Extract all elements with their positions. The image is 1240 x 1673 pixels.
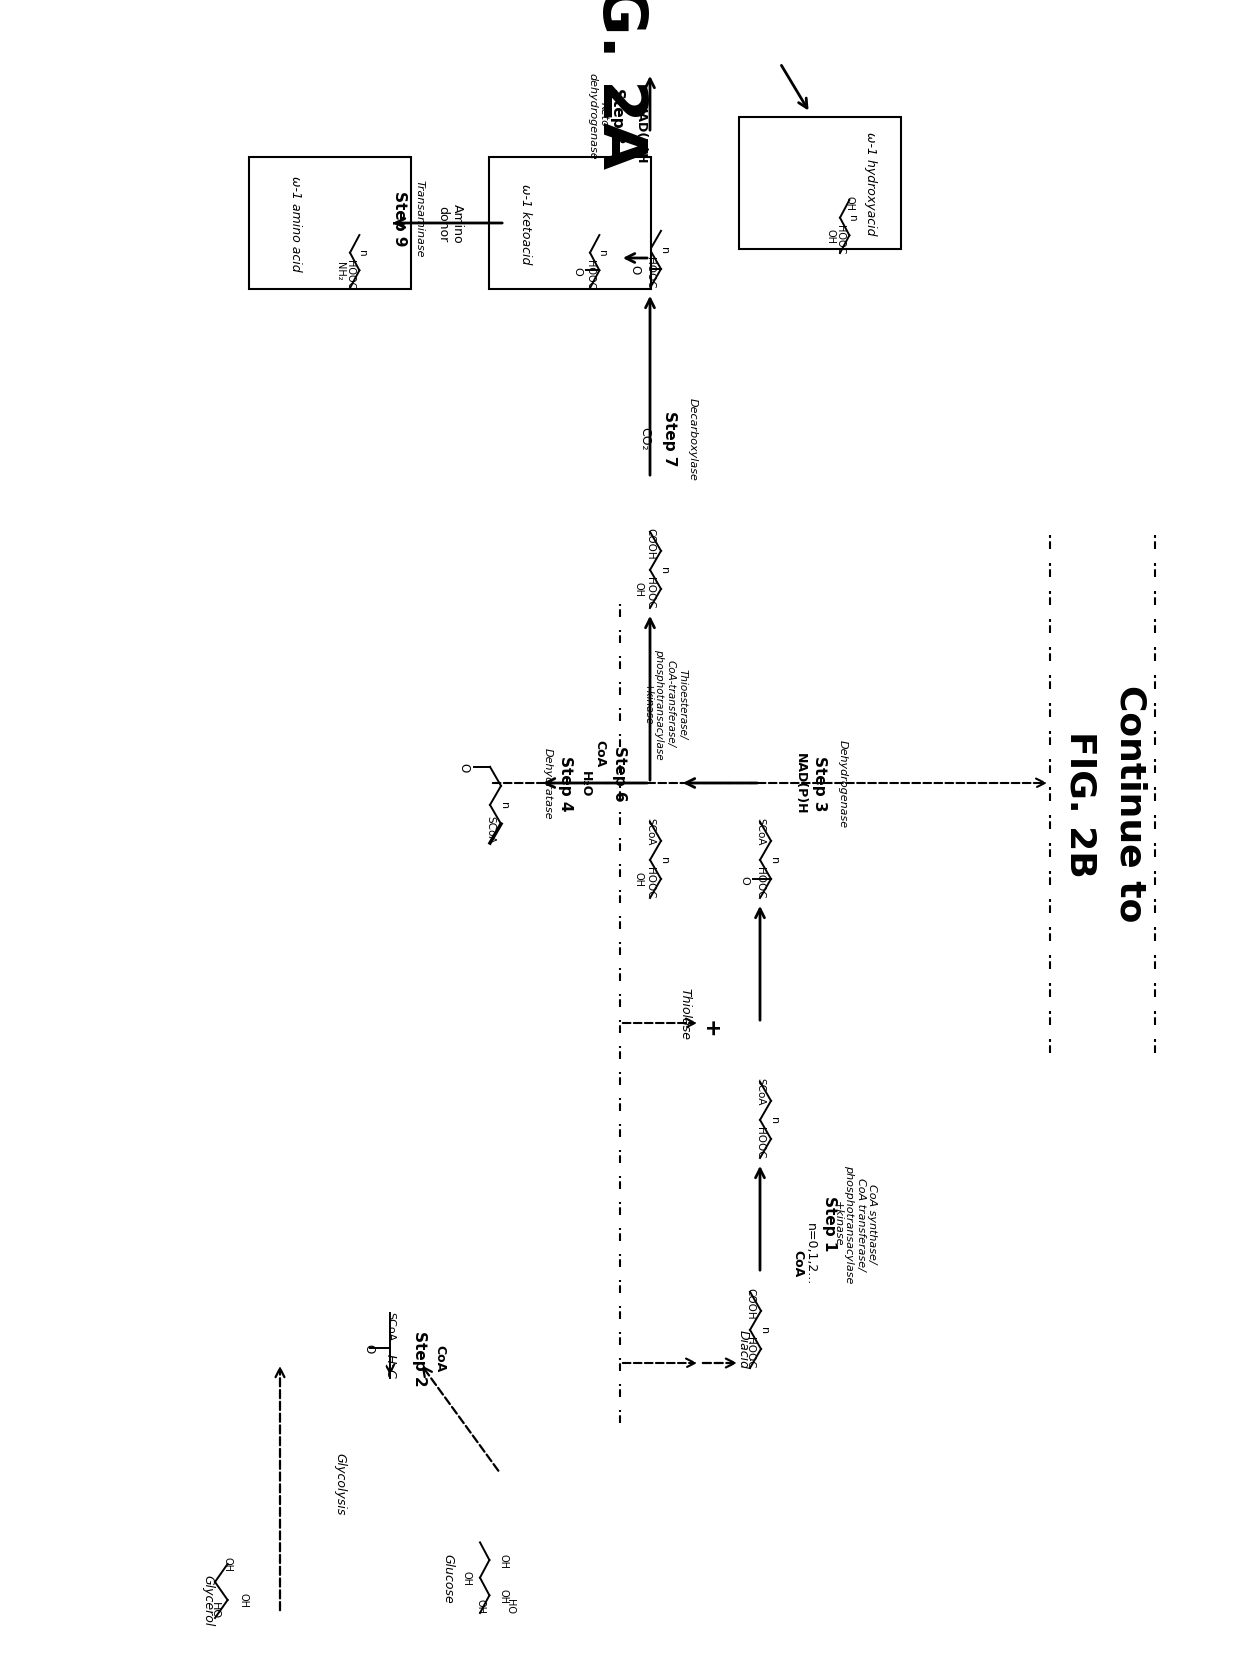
FancyBboxPatch shape (489, 157, 651, 289)
Text: ω-1 hydroxyacid: ω-1 hydroxyacid (863, 132, 877, 236)
Text: Decarboxylase: Decarboxylase (688, 397, 698, 480)
Text: Glycerol: Glycerol (201, 1574, 215, 1626)
FancyBboxPatch shape (249, 157, 410, 289)
Text: COOH: COOH (745, 1287, 755, 1318)
Text: Transaminase: Transaminase (415, 181, 425, 258)
Text: Step 7: Step 7 (662, 412, 677, 467)
Text: HOOC: HOOC (645, 867, 655, 898)
Text: HO: HO (505, 1598, 515, 1613)
Text: COOH: COOH (645, 527, 655, 559)
Text: n: n (759, 1327, 769, 1333)
Text: Step 8: Step 8 (610, 89, 625, 144)
Text: Glycolysis: Glycolysis (334, 1452, 346, 1514)
Text: Step 4: Step 4 (558, 756, 573, 811)
Text: Continue to: Continue to (1114, 684, 1147, 922)
Text: Step 9: Step 9 (393, 191, 408, 246)
Text: OH: OH (498, 1553, 508, 1568)
Text: HOOC: HOOC (645, 258, 655, 289)
Text: SCoA: SCoA (755, 818, 765, 845)
Text: OH: OH (461, 1571, 471, 1586)
Text: CoA: CoA (791, 1250, 805, 1276)
Text: n: n (769, 1116, 779, 1124)
Text: n: n (658, 248, 670, 254)
Text: n: n (498, 801, 508, 810)
Text: ω-1 amino acid: ω-1 amino acid (289, 176, 301, 271)
Text: OH: OH (223, 1556, 233, 1571)
Text: n: n (357, 251, 367, 258)
Text: Step 3: Step 3 (812, 756, 827, 811)
Text: Amino
donor: Amino donor (436, 204, 464, 244)
Text: H₂O: H₂O (579, 770, 591, 796)
Text: FIG. 2A: FIG. 2A (590, 0, 650, 169)
Text: Step 2: Step 2 (413, 1330, 428, 1385)
Text: O: O (458, 763, 470, 771)
Text: HO: HO (210, 1601, 219, 1618)
Text: Keto-
dehydrogenase: Keto- dehydrogenase (588, 72, 609, 159)
Text: OH: OH (498, 1588, 508, 1603)
Text: SCoA: SCoA (485, 816, 495, 843)
Text: Dehydrogenase: Dehydrogenase (838, 739, 848, 828)
Text: n: n (658, 567, 670, 574)
Text: OH: OH (238, 1593, 248, 1608)
Text: HOOC: HOOC (755, 867, 765, 898)
Text: NH₂: NH₂ (335, 263, 346, 281)
FancyBboxPatch shape (739, 117, 901, 249)
Text: CoA: CoA (434, 1345, 446, 1372)
Text: OH: OH (844, 196, 854, 211)
Text: HOOC: HOOC (645, 577, 655, 609)
Text: HOOC: HOOC (835, 224, 844, 254)
Text: HOOC: HOOC (585, 259, 595, 289)
Text: CoA synthase/
CoA transferase/
phosphotransacylase
+kinase: CoA synthase/ CoA transferase/ phosphotr… (832, 1164, 878, 1283)
Text: SCoA: SCoA (645, 818, 655, 845)
Text: Step 6: Step 6 (613, 746, 627, 801)
Text: HOOC: HOOC (745, 1337, 755, 1369)
Text: n: n (769, 857, 779, 863)
Text: Dehydratase: Dehydratase (543, 748, 553, 820)
Text: n: n (596, 251, 608, 258)
Text: Step 1: Step 1 (822, 1196, 837, 1251)
Text: O: O (739, 875, 749, 883)
Text: HOOC: HOOC (345, 259, 355, 289)
Text: FIG. 2B: FIG. 2B (1063, 729, 1097, 877)
Text: ω-1 ketoacid: ω-1 ketoacid (518, 184, 532, 264)
Text: OH: OH (632, 872, 644, 887)
Text: O: O (362, 1343, 374, 1353)
Text: NAD(P)H: NAD(P)H (794, 753, 806, 815)
Text: SCoA: SCoA (384, 1312, 396, 1340)
Text: OH: OH (632, 582, 644, 597)
Text: CoA: CoA (594, 739, 606, 768)
Text: OH: OH (826, 229, 836, 244)
Text: HOOC: HOOC (755, 1126, 765, 1158)
Text: n=0,1,2...: n=0,1,2... (804, 1223, 816, 1285)
Text: NAD(P)H: NAD(P)H (634, 104, 646, 164)
Text: +: + (701, 1019, 720, 1037)
Text: n: n (847, 216, 857, 223)
Text: O: O (627, 264, 641, 274)
Text: O: O (573, 266, 583, 276)
Text: Thioesterase/
CoA-transferase/
phosphotransacylase
+kinase: Thioesterase/ CoA-transferase/ phosphotr… (642, 649, 687, 760)
Text: Glucose: Glucose (441, 1553, 455, 1603)
Text: $H_3C$: $H_3C$ (382, 1352, 398, 1379)
Text: Thiolase: Thiolase (678, 987, 692, 1039)
Text: Diacid: Diacid (737, 1330, 749, 1369)
Text: OH: OH (475, 1598, 485, 1613)
Text: CO₂: CO₂ (639, 427, 651, 450)
Text: n: n (658, 857, 670, 863)
Text: SCoA: SCoA (755, 1077, 765, 1104)
